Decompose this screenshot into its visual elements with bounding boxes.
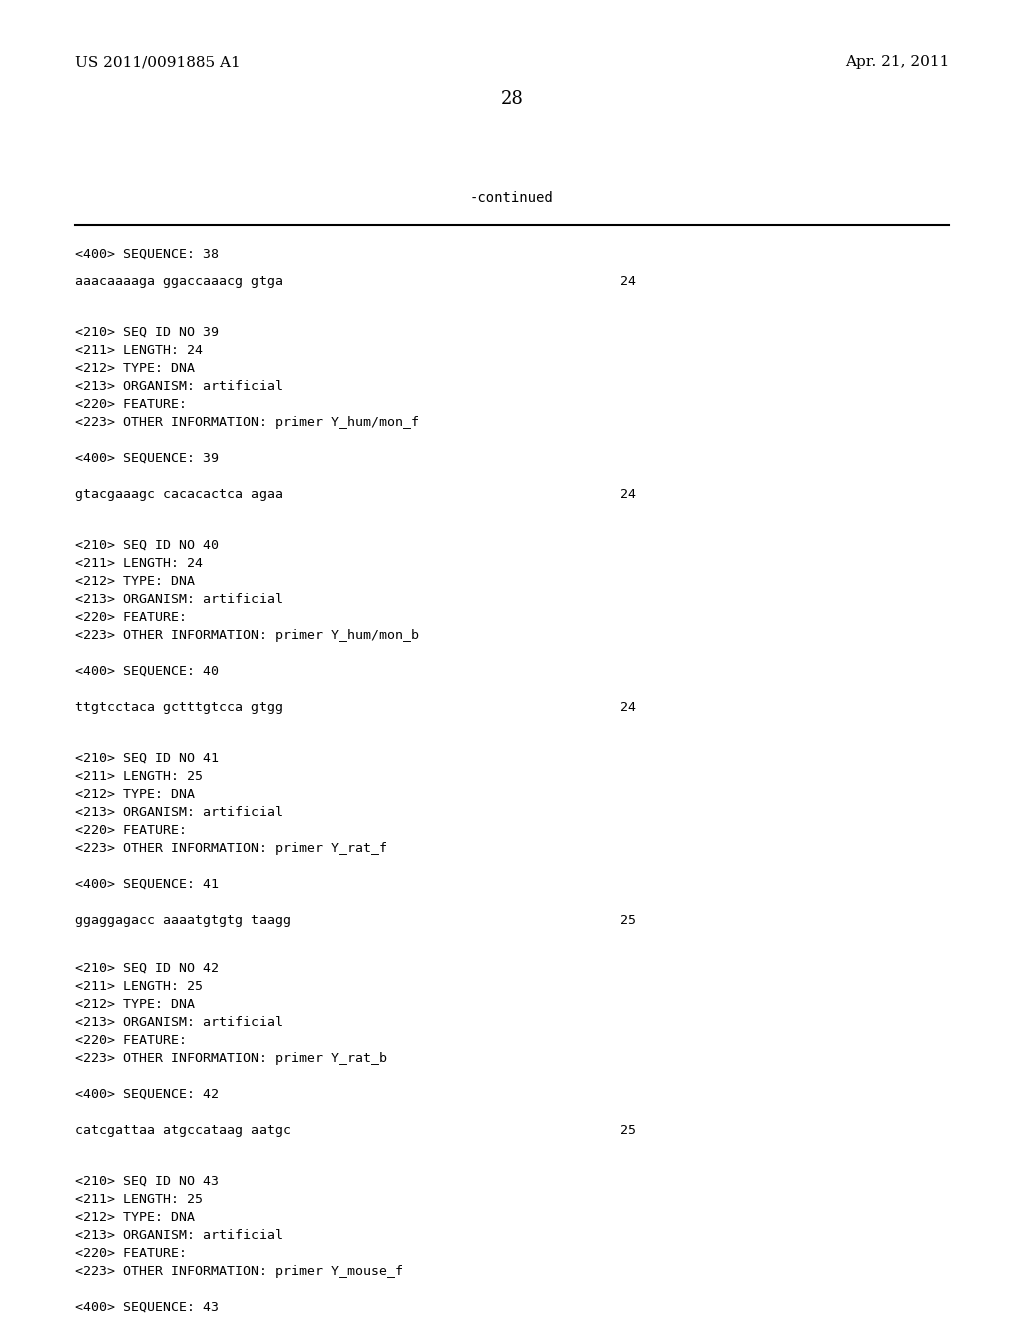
Text: <400> SEQUENCE: 39: <400> SEQUENCE: 39 xyxy=(75,451,219,465)
Text: <210> SEQ ID NO 39: <210> SEQ ID NO 39 xyxy=(75,326,219,339)
Text: <210> SEQ ID NO 42: <210> SEQ ID NO 42 xyxy=(75,962,219,975)
Text: ggaggagacc aaaatgtgtg taagg: ggaggagacc aaaatgtgtg taagg xyxy=(75,913,291,927)
Text: <223> OTHER INFORMATION: primer Y_hum/mon_b: <223> OTHER INFORMATION: primer Y_hum/mo… xyxy=(75,630,419,642)
Text: <220> FEATURE:: <220> FEATURE: xyxy=(75,611,187,624)
Text: 24: 24 xyxy=(620,701,636,714)
Text: <210> SEQ ID NO 40: <210> SEQ ID NO 40 xyxy=(75,539,219,552)
Text: <213> ORGANISM: artificial: <213> ORGANISM: artificial xyxy=(75,380,283,393)
Text: <212> TYPE: DNA: <212> TYPE: DNA xyxy=(75,998,195,1011)
Text: catcgattaa atgccataag aatgc: catcgattaa atgccataag aatgc xyxy=(75,1125,291,1137)
Text: 24: 24 xyxy=(620,488,636,502)
Text: <220> FEATURE:: <220> FEATURE: xyxy=(75,824,187,837)
Text: <213> ORGANISM: artificial: <213> ORGANISM: artificial xyxy=(75,807,283,818)
Text: <213> ORGANISM: artificial: <213> ORGANISM: artificial xyxy=(75,593,283,606)
Text: <400> SEQUENCE: 41: <400> SEQUENCE: 41 xyxy=(75,878,219,891)
Text: Apr. 21, 2011: Apr. 21, 2011 xyxy=(845,55,949,69)
Text: <213> ORGANISM: artificial: <213> ORGANISM: artificial xyxy=(75,1229,283,1242)
Text: <223> OTHER INFORMATION: primer Y_rat_b: <223> OTHER INFORMATION: primer Y_rat_b xyxy=(75,1052,387,1065)
Text: <211> LENGTH: 25: <211> LENGTH: 25 xyxy=(75,1193,203,1206)
Text: <210> SEQ ID NO 43: <210> SEQ ID NO 43 xyxy=(75,1175,219,1188)
Text: <223> OTHER INFORMATION: primer Y_mouse_f: <223> OTHER INFORMATION: primer Y_mouse_… xyxy=(75,1265,403,1278)
Text: <213> ORGANISM: artificial: <213> ORGANISM: artificial xyxy=(75,1016,283,1030)
Text: <400> SEQUENCE: 42: <400> SEQUENCE: 42 xyxy=(75,1088,219,1101)
Text: <211> LENGTH: 24: <211> LENGTH: 24 xyxy=(75,557,203,570)
Text: <223> OTHER INFORMATION: primer Y_rat_f: <223> OTHER INFORMATION: primer Y_rat_f xyxy=(75,842,387,855)
Text: <220> FEATURE:: <220> FEATURE: xyxy=(75,1247,187,1261)
Text: <400> SEQUENCE: 38: <400> SEQUENCE: 38 xyxy=(75,248,219,261)
Text: aaacaaaaga ggaccaaacg gtga: aaacaaaaga ggaccaaacg gtga xyxy=(75,275,283,288)
Text: <212> TYPE: DNA: <212> TYPE: DNA xyxy=(75,1210,195,1224)
Text: gtacgaaagc cacacactca agaa: gtacgaaagc cacacactca agaa xyxy=(75,488,283,502)
Text: <212> TYPE: DNA: <212> TYPE: DNA xyxy=(75,788,195,801)
Text: <211> LENGTH: 24: <211> LENGTH: 24 xyxy=(75,345,203,356)
Text: <212> TYPE: DNA: <212> TYPE: DNA xyxy=(75,576,195,587)
Text: 28: 28 xyxy=(501,90,523,108)
Text: <400> SEQUENCE: 40: <400> SEQUENCE: 40 xyxy=(75,665,219,678)
Text: <220> FEATURE:: <220> FEATURE: xyxy=(75,1034,187,1047)
Text: US 2011/0091885 A1: US 2011/0091885 A1 xyxy=(75,55,241,69)
Text: ttgtcctaca gctttgtcca gtgg: ttgtcctaca gctttgtcca gtgg xyxy=(75,701,283,714)
Text: 25: 25 xyxy=(620,913,636,927)
Text: <212> TYPE: DNA: <212> TYPE: DNA xyxy=(75,362,195,375)
Text: <211> LENGTH: 25: <211> LENGTH: 25 xyxy=(75,770,203,783)
Text: <223> OTHER INFORMATION: primer Y_hum/mon_f: <223> OTHER INFORMATION: primer Y_hum/mo… xyxy=(75,416,419,429)
Text: -continued: -continued xyxy=(470,191,554,205)
Text: 24: 24 xyxy=(620,275,636,288)
Text: <400> SEQUENCE: 43: <400> SEQUENCE: 43 xyxy=(75,1302,219,1313)
Text: <220> FEATURE:: <220> FEATURE: xyxy=(75,399,187,411)
Text: 25: 25 xyxy=(620,1125,636,1137)
Text: <211> LENGTH: 25: <211> LENGTH: 25 xyxy=(75,979,203,993)
Text: <210> SEQ ID NO 41: <210> SEQ ID NO 41 xyxy=(75,752,219,766)
